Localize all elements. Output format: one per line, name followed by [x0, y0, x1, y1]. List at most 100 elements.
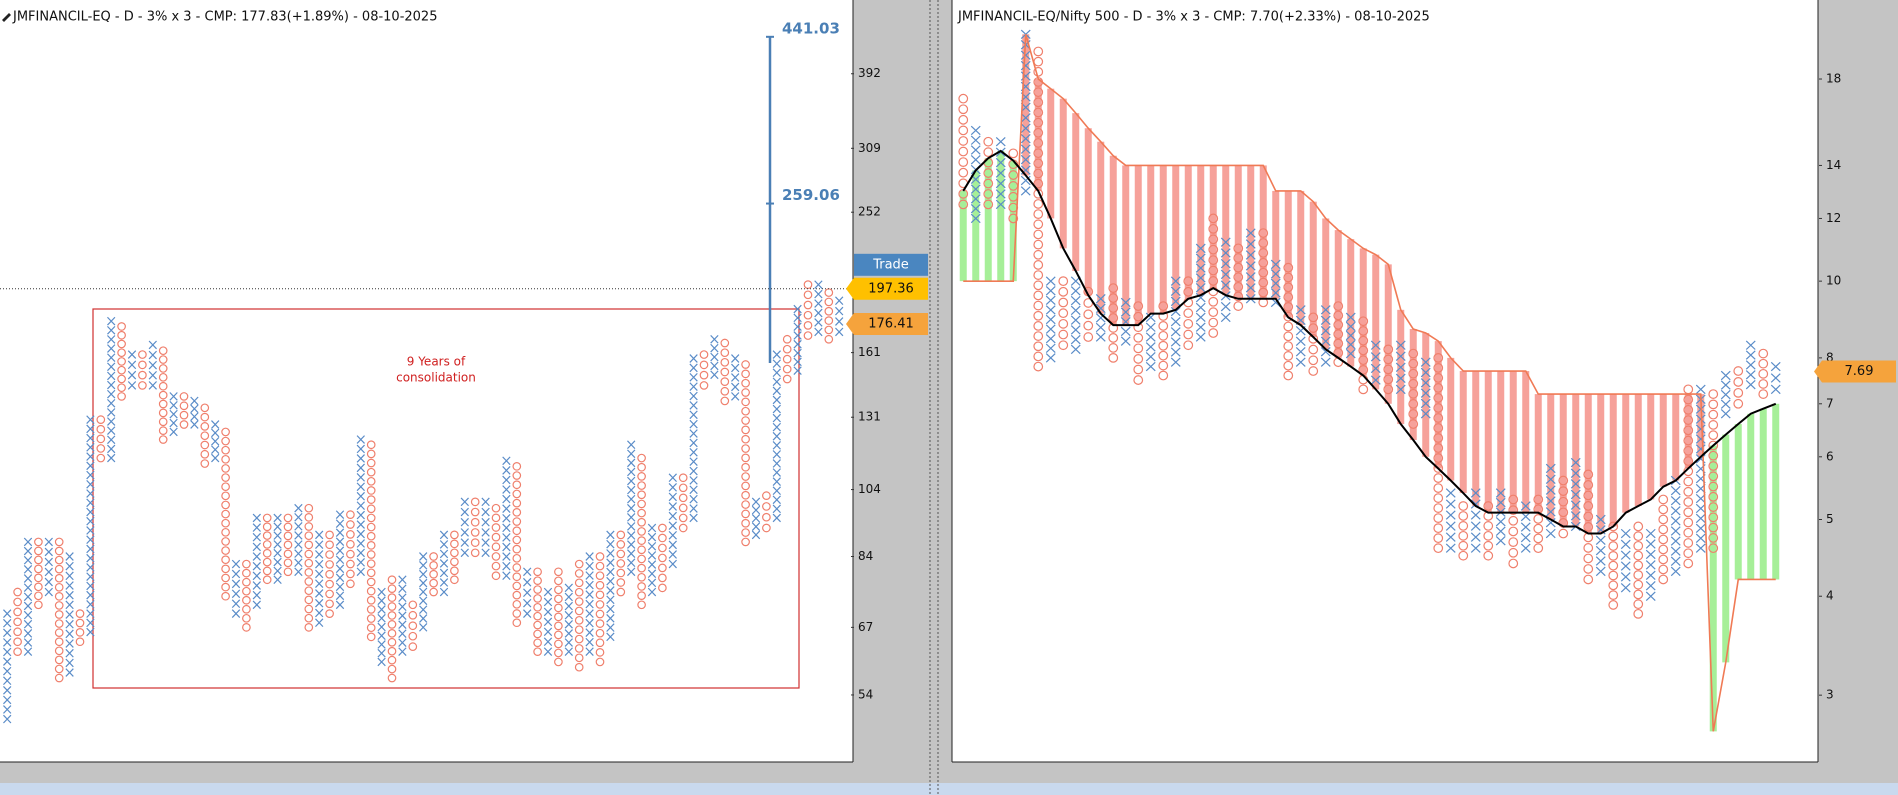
o-column [720, 338, 730, 406]
o-box [1408, 358, 1419, 369]
o-box [1408, 388, 1419, 399]
o-box [346, 539, 355, 549]
o-box [13, 617, 22, 627]
o-box [1133, 311, 1144, 322]
x-box [315, 579, 324, 588]
o-box [429, 561, 438, 570]
o-box [1158, 321, 1169, 331]
o-box [1233, 291, 1244, 302]
y-tick-label: 5 [1826, 512, 1834, 526]
o-box [637, 600, 646, 610]
o-box [958, 114, 969, 125]
x-column [1620, 528, 1631, 593]
o-box [54, 537, 64, 547]
x-box [970, 194, 981, 204]
o-box [1208, 213, 1219, 224]
o-box [983, 147, 994, 158]
o-box [741, 462, 750, 472]
x-box [419, 587, 428, 597]
o-box [1683, 548, 1694, 559]
x-box [1395, 351, 1406, 361]
cloud-stripe [1672, 394, 1680, 481]
o-box [1033, 178, 1044, 189]
x-box [564, 583, 573, 593]
x-box [127, 370, 137, 380]
x-box [543, 617, 553, 627]
o-box [637, 472, 646, 481]
o-box [512, 618, 522, 628]
x-box [356, 473, 365, 482]
o-box [1633, 608, 1644, 619]
consolidation-box [92, 308, 800, 689]
o-box [1333, 319, 1344, 330]
x-box [1095, 303, 1106, 314]
x-box [107, 453, 116, 463]
o-box [533, 638, 542, 648]
x-column [439, 530, 449, 597]
x-box [689, 485, 698, 495]
o-box [1083, 320, 1094, 331]
o-box [554, 567, 563, 577]
x-box [252, 600, 261, 610]
x-box [772, 359, 781, 368]
o-box [554, 657, 563, 667]
o-box [117, 330, 126, 340]
o-box [720, 386, 730, 396]
x-box [86, 461, 95, 471]
x-box [606, 586, 615, 595]
x-box [377, 648, 386, 658]
o-box [1633, 540, 1644, 551]
o-box [1508, 558, 1519, 569]
o-box [658, 573, 667, 583]
cloud-stripe [1347, 239, 1355, 367]
o-box [1033, 270, 1044, 280]
x-box [606, 567, 615, 577]
annotation: consolidation [396, 371, 476, 385]
o-box [96, 434, 106, 444]
x-box [1670, 506, 1681, 516]
x-box [1495, 488, 1506, 498]
o-box [616, 549, 626, 559]
o-box [741, 388, 750, 397]
o-box [117, 374, 126, 384]
o-column [1083, 286, 1094, 342]
x-box [1345, 330, 1356, 341]
x-box [606, 539, 615, 549]
x-box [377, 605, 386, 614]
x-box [1595, 535, 1606, 545]
o-box [387, 620, 397, 629]
x-box [585, 580, 594, 590]
o-box [1433, 513, 1444, 524]
cloud-stripe [1234, 165, 1242, 299]
o-box [221, 436, 230, 446]
o-box [1458, 511, 1469, 521]
x-box [23, 555, 33, 565]
x-box [1195, 332, 1206, 342]
o-box [491, 571, 501, 581]
o-column [34, 537, 43, 610]
edit-icon [2, 13, 11, 22]
x-column [1545, 463, 1556, 539]
o-column [1283, 262, 1294, 381]
o-box [1033, 300, 1044, 311]
o-box [741, 434, 750, 444]
o-box [221, 445, 230, 455]
o-box [366, 595, 376, 605]
o-box [1683, 425, 1694, 436]
o-column [54, 537, 64, 683]
o-box [658, 563, 667, 573]
x-column [689, 354, 698, 523]
x-box [190, 404, 199, 414]
x-column [1570, 457, 1581, 532]
o-column [616, 530, 626, 597]
x-box [86, 489, 95, 498]
o-box [34, 600, 43, 610]
x-box [377, 596, 386, 606]
o-column [678, 473, 688, 533]
o-box [637, 582, 646, 591]
x-box [1170, 296, 1181, 307]
x-box [356, 539, 365, 548]
o-box [658, 523, 667, 533]
x-box [1120, 336, 1131, 346]
o-box [782, 354, 792, 364]
